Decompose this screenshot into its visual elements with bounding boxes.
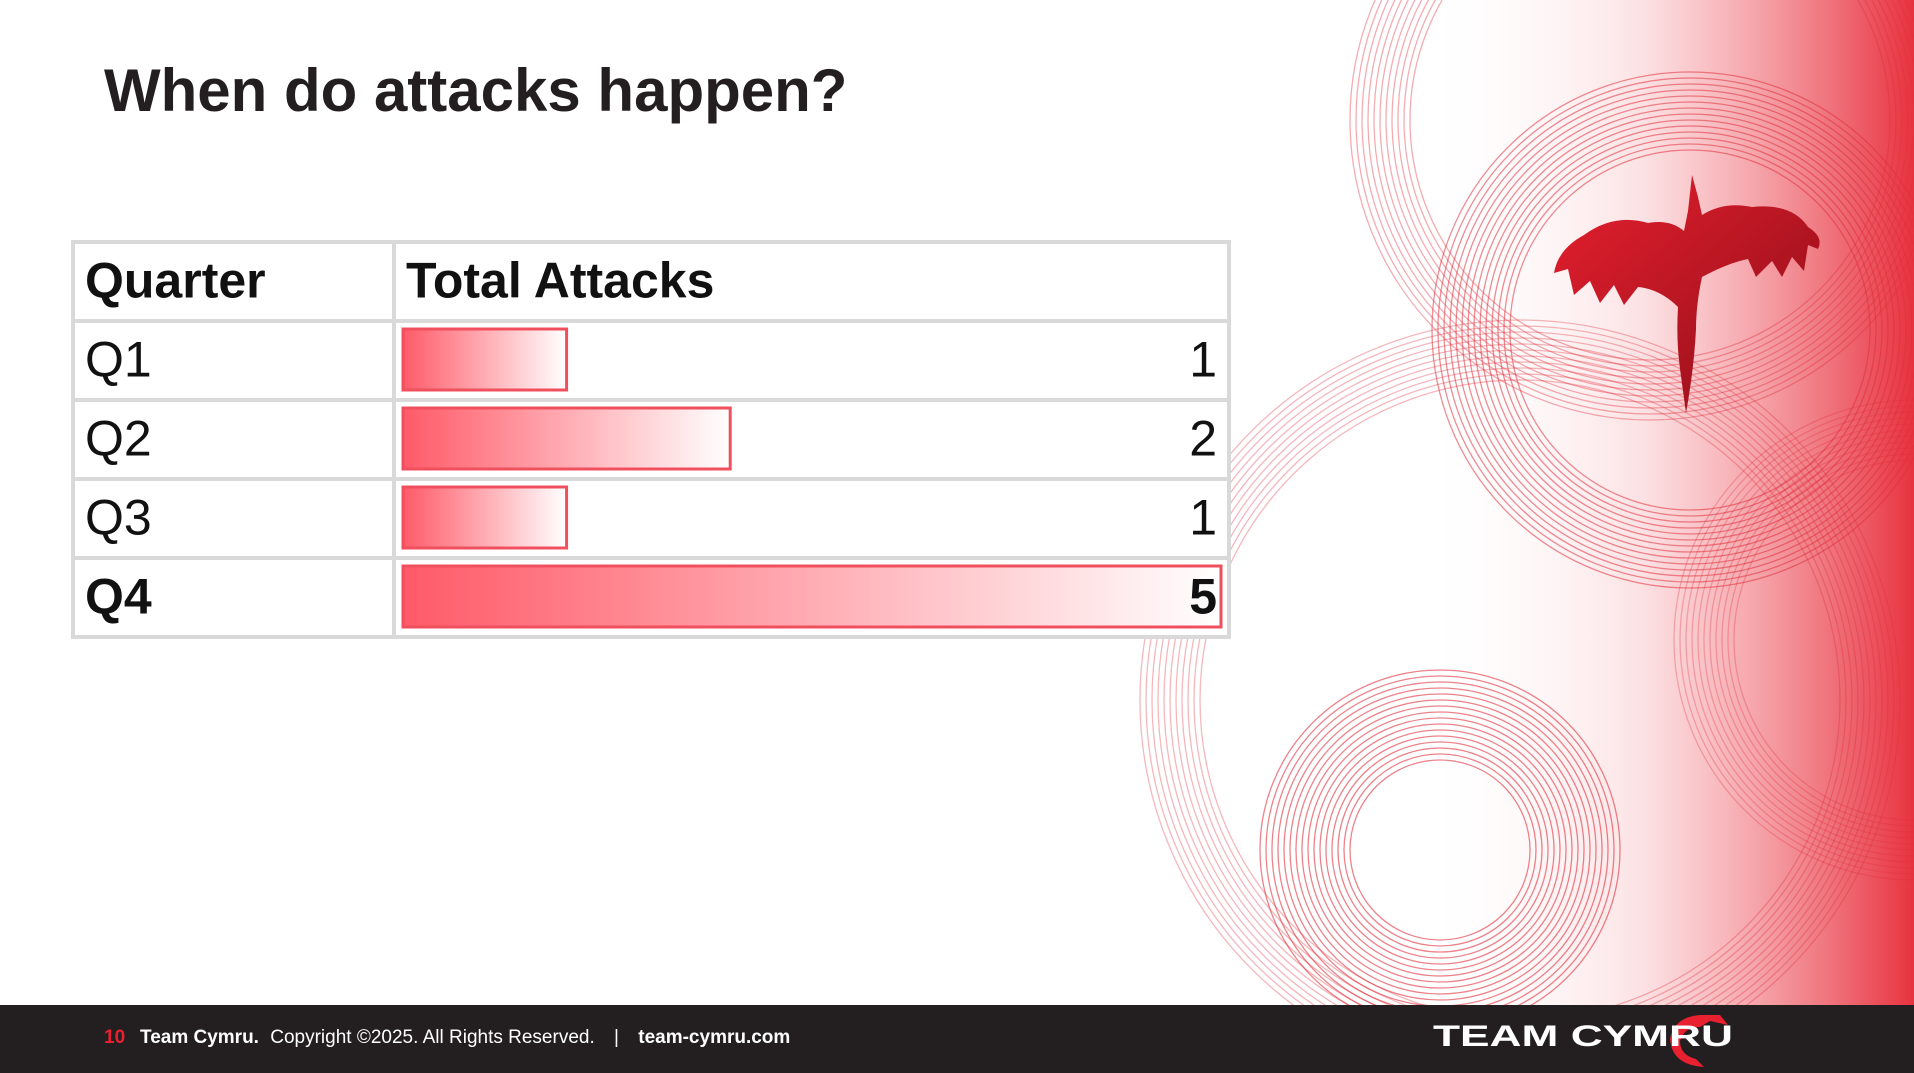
decor-ring [1397,0,1903,373]
decor-ring [1403,0,1897,367]
quarter-cell: Q1 [85,332,152,388]
decor-ring [1391,0,1909,379]
decor-ring [1349,759,1531,941]
decor-ring [1361,0,1914,409]
decor-ring [1437,77,1914,583]
decor-ring [1685,411,1914,869]
decor-ring [1259,669,1621,1005]
decor-ring [1455,95,1914,565]
decor-ring [1199,379,1841,1005]
decor-ring [1343,753,1537,947]
website[interactable]: team-cymru.com [638,1027,790,1048]
logo-text: TEAM CYMRU [1433,1020,1733,1053]
decor-ring [1277,687,1603,1005]
decor-ring [1679,405,1914,875]
decor-ring [1271,681,1609,1005]
decor-ring [1431,71,1914,589]
logo-icon [1670,1015,1728,1067]
decor-ring [1163,343,1877,1005]
company: Team Cymru. [140,1027,259,1048]
decor-ring [1485,125,1895,535]
dragon-icon [1554,175,1820,413]
data-table: Quarter Total Attacks Q1 1 Q2 2 Q3 1 Q4 5 [71,240,1231,639]
background-art [1139,0,1914,1005]
decor-ring [1337,747,1543,953]
data-bar [401,406,732,471]
slide-title: When do attacks happen? [104,57,847,124]
quarter-cell: Q2 [85,411,152,467]
data-bar [401,485,569,550]
decor-ring [1697,423,1914,857]
copyright: Copyright ©2025. All Rights Reserved. [270,1027,595,1048]
decor-ring [1491,131,1889,529]
decor-ring [1715,441,1914,839]
header-cell: Total Attacks [406,253,714,309]
decor-ring [1187,367,1853,1005]
decor-ring [1467,107,1913,553]
page-number: 10 [104,1027,125,1048]
data-bar [401,564,1223,629]
decor-ring [1331,741,1549,959]
decor-ring [1193,373,1847,1005]
decor-ring [1409,0,1891,361]
value-cell: 5 [1189,569,1217,625]
separator: | [614,1027,619,1048]
decor-ring [1379,0,1914,391]
decor-ring [1497,137,1883,523]
decor-ring [1349,0,1914,421]
decor-ring [1727,453,1914,827]
decor-ring [1721,447,1914,833]
decor-ring [1289,699,1591,1001]
decor-ring [1157,337,1883,1005]
decor-ring [1373,0,1914,397]
decor-ring [1301,711,1579,989]
footer-text: 10 Team Cymru. Copyright ©2025. All Righ… [104,1027,790,1048]
decor-ring [1307,717,1573,983]
quarter-cell: Q4 [85,569,152,625]
decor-ring [1319,729,1561,971]
decor-ring [1355,0,1914,415]
decor-ring [1509,149,1871,511]
decor-ring [1139,319,1901,1005]
decor-ring [1479,119,1901,541]
decor-ring [1449,89,1914,571]
decor-ring [1295,705,1585,995]
decor-ring [1673,399,1914,881]
decor-ring [1325,735,1555,965]
decor-ring [1313,723,1567,977]
decor-ring [1703,429,1914,851]
decor-ring [1443,83,1914,577]
quarter-cell: Q3 [85,490,152,546]
decor-ring [1181,361,1859,1005]
decor-ring [1265,675,1615,1005]
data-bar [401,327,569,392]
decor-ring [1691,417,1914,863]
header-cell: Quarter [85,253,266,309]
decor-ring [1367,0,1914,403]
decor-ring [1151,331,1889,1005]
decor-ring [1733,459,1914,821]
decor-ring [1461,101,1914,559]
decor-ring [1175,355,1865,1005]
value-cell: 2 [1189,411,1217,467]
value-cell: 1 [1189,332,1217,388]
value-cell: 1 [1189,490,1217,546]
footer-bar [0,1005,1914,1073]
decor-ring [1283,693,1597,1005]
decor-ring [1169,349,1871,1005]
decor-ring [1503,143,1877,517]
decor-ring [1709,435,1914,845]
decor-ring [1473,113,1907,547]
decor-ring [1145,325,1895,1005]
decor-ring [1385,0,1914,385]
